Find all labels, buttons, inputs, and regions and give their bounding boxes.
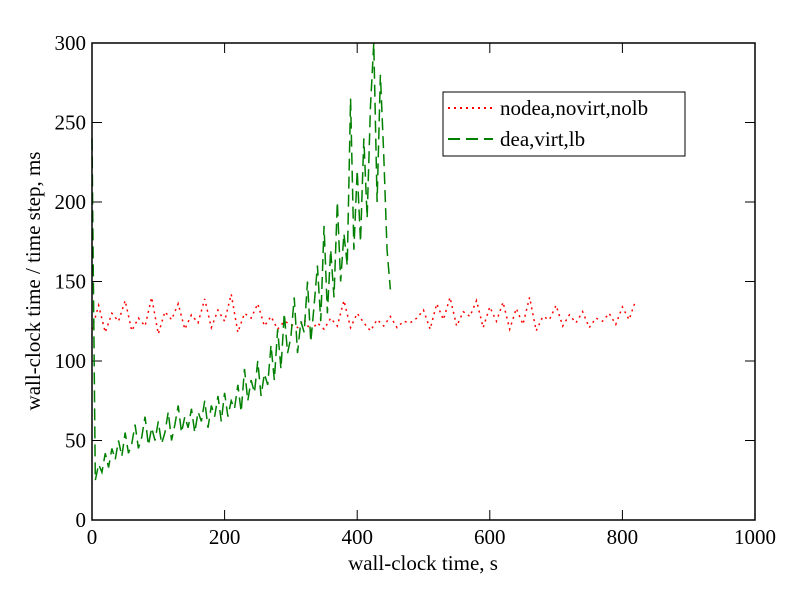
- y-tick-label: 250: [55, 111, 87, 135]
- x-tick-label: 400: [341, 525, 373, 549]
- y-axis-label: wall-clock time / time step, ms: [21, 152, 45, 411]
- y-tick-label: 150: [55, 270, 87, 294]
- y-tick-label: 100: [55, 349, 87, 373]
- x-tick-label: 800: [607, 525, 639, 549]
- legend-box: [442, 91, 686, 157]
- y-tick-label: 0: [76, 508, 87, 532]
- legend-label: nodea,novirt,nolb: [500, 96, 648, 120]
- x-axis-label: wall-clock time, s: [348, 551, 498, 575]
- legend-label: dea,virt,lb: [500, 127, 585, 151]
- x-tick-label: 0: [87, 525, 98, 549]
- x-tick-label: 200: [209, 525, 241, 549]
- x-tick-label: 1000: [734, 525, 776, 549]
- y-tick-label: 300: [55, 31, 87, 55]
- series-line: [91, 294, 637, 336]
- y-tick-label: 200: [55, 190, 87, 214]
- y-tick-label: 50: [65, 429, 86, 453]
- plot-frame: [91, 42, 756, 521]
- x-tick-label: 600: [474, 525, 506, 549]
- series-line: [91, 42, 392, 481]
